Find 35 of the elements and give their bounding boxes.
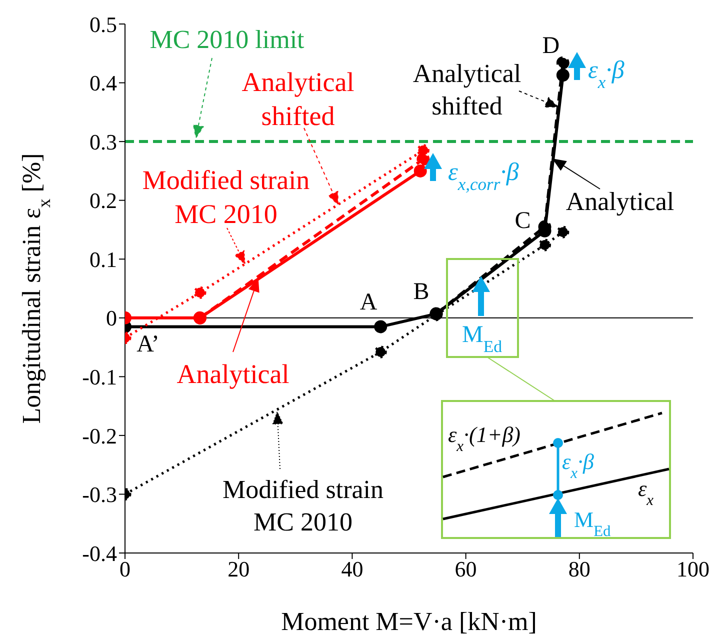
annotation: ε$_{x}$	[638, 476, 654, 508]
annotation: Analytical	[176, 359, 290, 389]
annotation: Analytical shifted	[242, 67, 354, 131]
x-tick-label: 60	[454, 556, 477, 582]
x-tick-label: 20	[228, 556, 250, 582]
y-tick-label: 0.2	[90, 188, 117, 214]
annotation: M$_{Ed}$	[574, 507, 611, 540]
annotation: Modified strain MC 2010	[142, 165, 310, 229]
x-tick-label: 40	[341, 556, 364, 582]
annotation: A	[360, 290, 378, 316]
y-tick-label: 0	[106, 306, 117, 331]
y-tick-label: 0.4	[90, 70, 117, 96]
annotation: D	[542, 32, 560, 59]
y-tick-label: -0.2	[82, 423, 117, 448]
annotation: A’	[136, 332, 160, 358]
annotation: ε$_{x}$·β	[588, 57, 625, 92]
x-tick-label: 100	[676, 556, 710, 582]
x-axis-title: Moment M=V·a [kN·m]	[281, 607, 537, 636]
y-tick-label: 0.5	[90, 12, 117, 37]
annotation: ε$_{x}$·(1+β)	[448, 422, 520, 454]
annotation: Modified strain MC 2010	[222, 475, 384, 536]
y-tick-label: -0.1	[82, 364, 117, 390]
annotation: ε$_{x}$·β	[562, 449, 594, 482]
annotation: B	[413, 278, 430, 305]
x-tick-label: 80	[568, 556, 590, 582]
annotation: Analytical shifted	[412, 59, 522, 120]
ref-line-label: MC 2010 limit	[150, 25, 306, 54]
y-tick-label: -0.3	[82, 482, 117, 508]
annotation: C	[514, 208, 531, 234]
y-tick-label: 0.1	[90, 246, 117, 272]
y-tick-label: -0.4	[82, 540, 117, 566]
annotation: M$_{Ed}$	[462, 322, 503, 356]
y-tick-label: 0.3	[90, 129, 117, 154]
annotation: ε$_{x,corr}$·β	[448, 159, 520, 194]
annotation: Analytical	[566, 187, 674, 216]
